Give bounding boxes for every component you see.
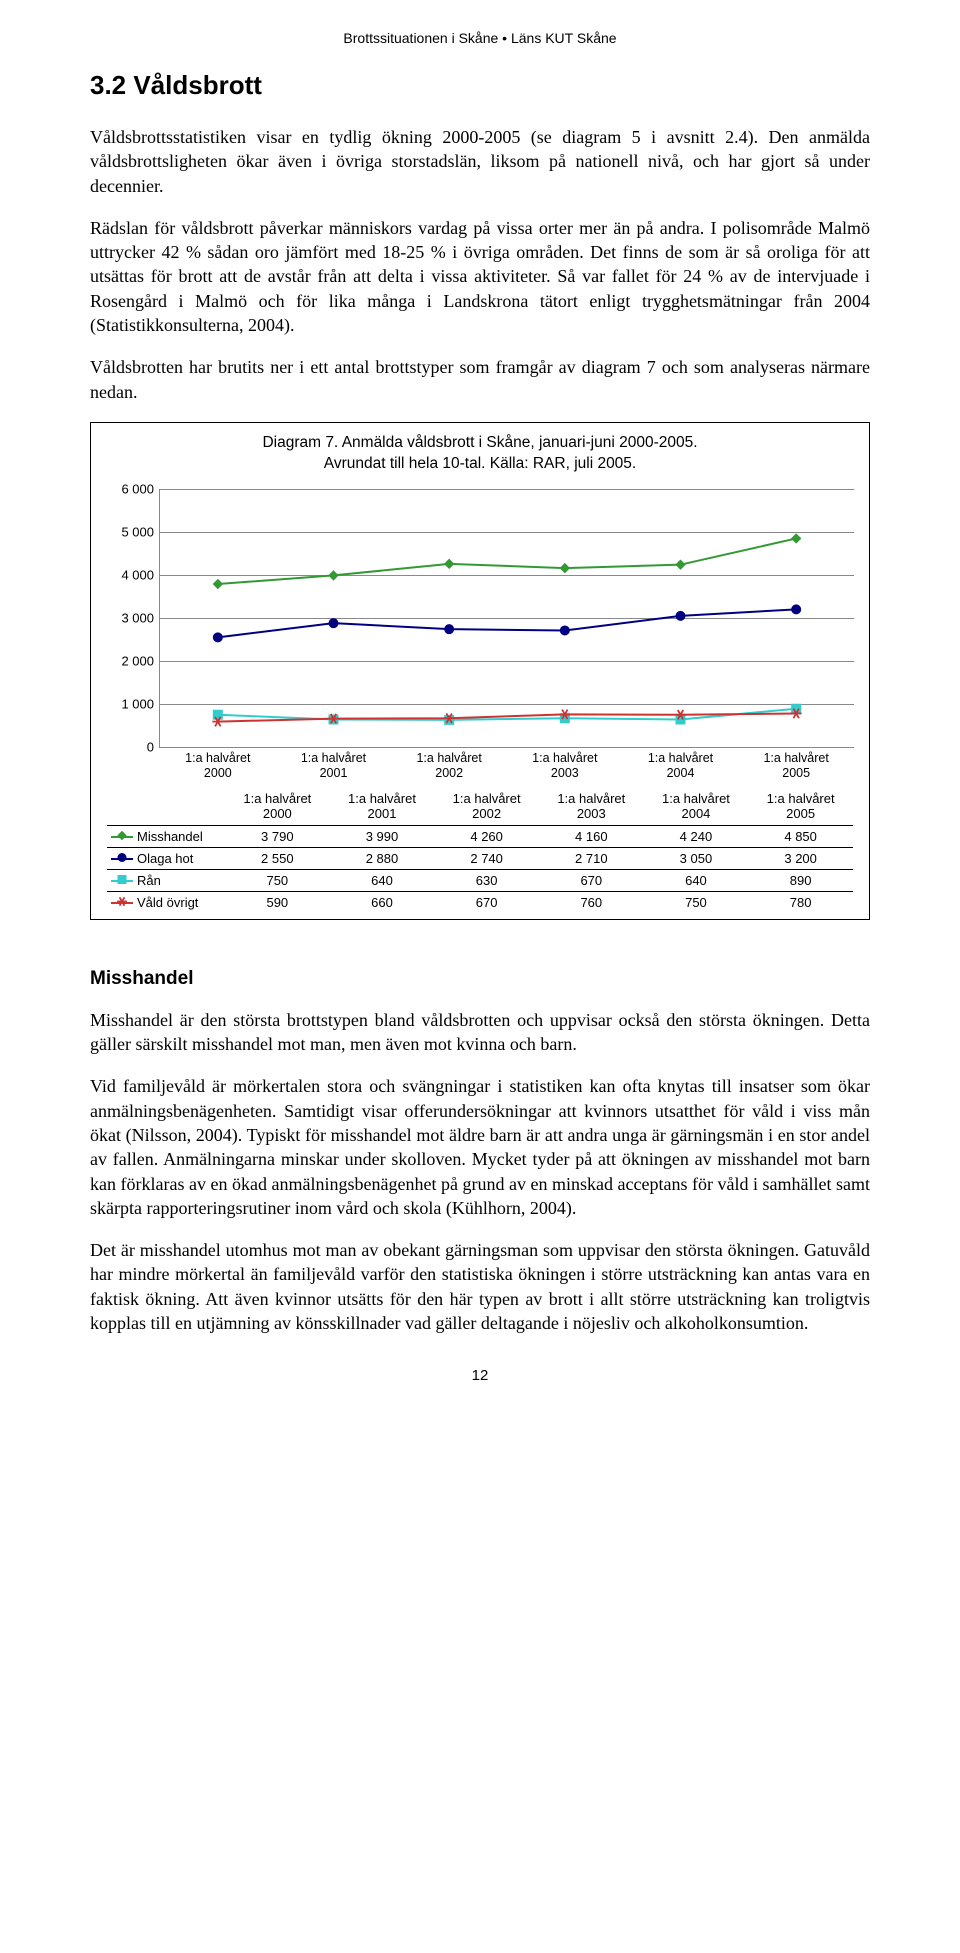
table-cell: 760: [539, 891, 644, 913]
series-name-label: Våld övrigt: [137, 895, 198, 910]
table-cell: 2 740: [434, 847, 539, 869]
y-axis-label: 0: [108, 739, 154, 754]
chart-svg: [160, 489, 854, 747]
x-axis-label: 1:a halvåret2005: [756, 751, 836, 782]
paragraph-2: Rädslan för våldsbrott påverkar människo…: [90, 216, 870, 337]
diagram-7-container: Diagram 7. Anmälda våldsbrott i Skåne, j…: [90, 422, 870, 920]
table-cell: 640: [644, 869, 749, 891]
table-col-header: 1:a halvåret2002: [434, 787, 539, 826]
table-cell: 2 550: [225, 847, 330, 869]
table-cell: 670: [539, 869, 644, 891]
table-cell: 4 160: [539, 825, 644, 847]
x-axis-label: 1:a halvåret2004: [641, 751, 721, 782]
series-marker: [445, 559, 454, 568]
table-cell: 670: [434, 891, 539, 913]
legend-swatch: [111, 854, 133, 864]
legend-swatch: [111, 898, 133, 908]
series-marker: [560, 563, 569, 572]
series-name-label: Rån: [137, 873, 161, 888]
series-marker: [676, 560, 685, 569]
series-line-misshandel: [218, 538, 796, 584]
series-marker: [560, 626, 569, 635]
paragraph-5: Vid familjevåld är mörkertalen stora och…: [90, 1074, 870, 1220]
table-row: Våld övrigt 590660670760750780: [107, 891, 853, 913]
table-cell: 4 240: [644, 825, 749, 847]
table-cell: 750: [225, 869, 330, 891]
paragraph-3: Våldsbrotten har brutits ner i ett antal…: [90, 355, 870, 404]
table-cell: 3 200: [748, 847, 853, 869]
table-cell: 4 850: [748, 825, 853, 847]
y-axis-label: 1 000: [108, 696, 154, 711]
series-name-label: Olaga hot: [137, 851, 193, 866]
table-cell: 2 710: [539, 847, 644, 869]
series-marker: [445, 624, 454, 633]
legend-swatch: [111, 876, 133, 886]
sub-heading-misshandel: Misshandel: [90, 968, 870, 990]
table-cell: 640: [330, 869, 435, 891]
table-col-header: 1:a halvåret2000: [225, 787, 330, 826]
table-cell: 630: [434, 869, 539, 891]
series-marker: [213, 710, 222, 719]
page-number: 12: [90, 1367, 870, 1384]
table-row: Misshandel 3 7903 9904 2604 1604 2404 850: [107, 825, 853, 847]
table-row: Olaga hot 2 5502 8802 7402 7103 0503 200: [107, 847, 853, 869]
table-col-header: 1:a halvåret2004: [644, 787, 749, 826]
paragraph-4: Misshandel är den största brottstypen bl…: [90, 1008, 870, 1057]
table-row: Rån750640630670640890: [107, 869, 853, 891]
table-cell: 890: [748, 869, 853, 891]
chart-title: Diagram 7. Anmälda våldsbrott i Skåne, j…: [107, 433, 853, 475]
series-marker: [329, 618, 338, 627]
section-title: 3.2 Våldsbrott: [90, 70, 870, 101]
table-col-header: 1:a halvåret2001: [330, 787, 435, 826]
legend-swatch: [111, 832, 133, 842]
chart-data-table: 1:a halvåret20001:a halvåret20011:a halv…: [107, 787, 853, 913]
chart-plot-area: 01 0002 0003 0004 0005 0006 0001:a halvå…: [159, 489, 853, 779]
table-cell: 3 990: [330, 825, 435, 847]
series-marker: [213, 633, 222, 642]
chart-title-line1: Diagram 7. Anmälda våldsbrott i Skåne, j…: [262, 434, 697, 451]
series-marker: [792, 605, 801, 614]
table-col-header: 1:a halvåret2003: [539, 787, 644, 826]
page-header: Brottssituationen i Skåne • Läns KUT Skå…: [90, 30, 870, 46]
series-marker: [792, 534, 801, 543]
table-cell: 590: [225, 891, 330, 913]
table-cell: 3 790: [225, 825, 330, 847]
table-cell: 660: [330, 891, 435, 913]
x-axis-label: 1:a halvåret2003: [525, 751, 605, 782]
series-marker: [213, 579, 222, 588]
series-legend-våld-övrigt: Våld övrigt: [107, 891, 225, 913]
y-axis-label: 3 000: [108, 610, 154, 625]
table-cell: 3 050: [644, 847, 749, 869]
x-axis-label: 1:a halvåret2000: [178, 751, 258, 782]
y-axis-label: 2 000: [108, 653, 154, 668]
y-axis-label: 4 000: [108, 567, 154, 582]
series-legend-olaga-hot: Olaga hot: [107, 847, 225, 869]
paragraph-6: Det är misshandel utomhus mot man av obe…: [90, 1238, 870, 1335]
y-axis-label: 5 000: [108, 524, 154, 539]
table-cell: 4 260: [434, 825, 539, 847]
table-col-header: 1:a halvåret2005: [748, 787, 853, 826]
y-axis-label: 6 000: [108, 481, 154, 496]
series-legend-misshandel: Misshandel: [107, 825, 225, 847]
series-marker: [676, 611, 685, 620]
series-legend-rån: Rån: [107, 869, 225, 891]
series-name-label: Misshandel: [137, 829, 203, 844]
table-cell: 780: [748, 891, 853, 913]
x-axis-label: 1:a halvåret2002: [409, 751, 489, 782]
table-cell: 2 880: [330, 847, 435, 869]
x-axis-label: 1:a halvåret2001: [294, 751, 374, 782]
table-header-row: 1:a halvåret20001:a halvåret20011:a halv…: [107, 787, 853, 826]
paragraph-1: Våldsbrottsstatistiken visar en tydlig ö…: [90, 125, 870, 198]
table-cell: 750: [644, 891, 749, 913]
series-marker: [329, 571, 338, 580]
chart-title-line2: Avrundat till hela 10-tal. Källa: RAR, j…: [324, 455, 636, 472]
series-line-olaga-hot: [218, 609, 796, 637]
